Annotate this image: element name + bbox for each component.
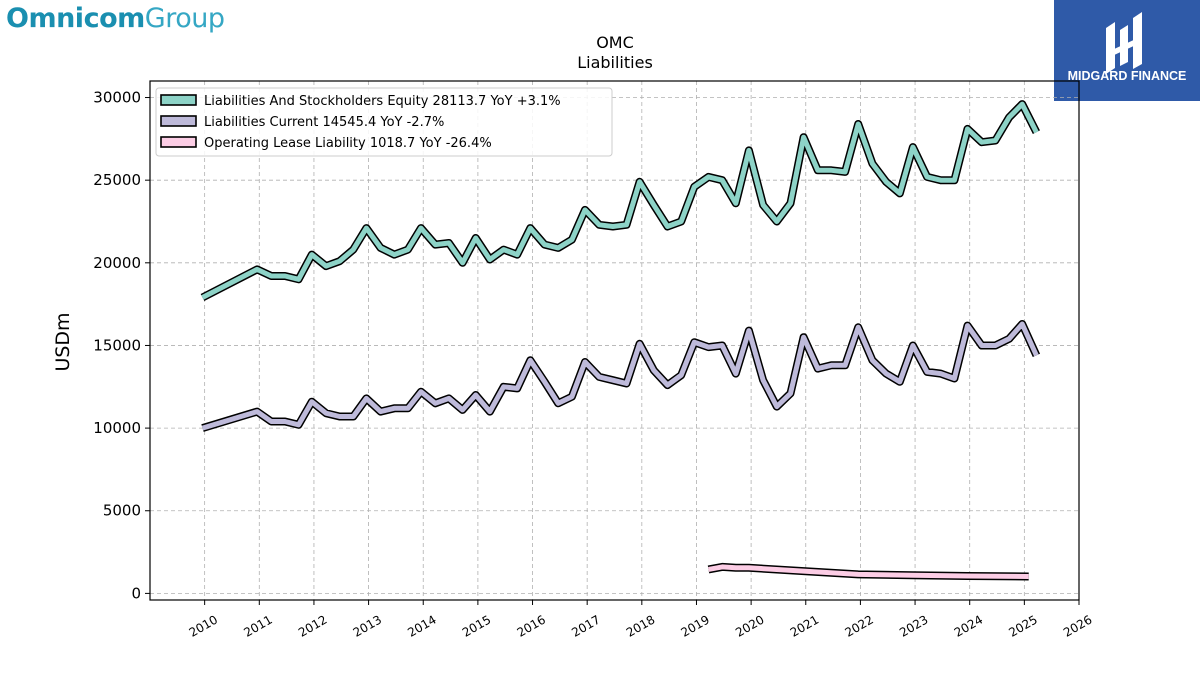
y-tick-label: 15000 [93, 336, 141, 354]
x-tick-label: 2012 [296, 612, 329, 639]
x-tick-label: 2015 [460, 612, 493, 639]
legend-swatch-0 [160, 94, 197, 106]
x-tick-label: 2021 [788, 612, 821, 639]
y-tick-label: 20000 [93, 254, 141, 272]
legend-label-0: Liabilities And Stockholders Equity 2811… [204, 94, 561, 109]
brand-name-part2: Group [144, 3, 225, 34]
legend-label-1: Liabilities Current 14545.4 YoY -2.7% [204, 115, 444, 130]
legend-box [155, 87, 613, 157]
x-axis-ticks: 2010 2011 2012 2013 2014 2015 2016 2017 2018 2019… [187, 600, 1095, 640]
x-tick-label: 2022 [842, 612, 875, 639]
legend: Liabilities And Stockholders Equity 2811… [155, 87, 613, 157]
series-0-line [201, 101, 1039, 300]
x-tick-label: 2017 [569, 612, 602, 639]
chart-title: OMC [596, 33, 634, 52]
x-tick-label: 2020 [733, 612, 766, 639]
legend-swatch-2 [160, 136, 197, 148]
y-axis-label: USDm [52, 312, 74, 371]
series-lines [200, 100, 1041, 581]
x-tick-label: 2014 [405, 612, 438, 639]
x-tick-label: 2025 [1006, 612, 1039, 639]
legend-swatch-1 [160, 115, 197, 127]
series-1-line [201, 321, 1039, 431]
x-tick-label: 2018 [624, 612, 657, 639]
y-tick-label: 0 [131, 584, 141, 602]
y-tick-label: 25000 [93, 171, 141, 189]
x-tick-label: 2010 [187, 612, 220, 639]
logo-text: MIDGARD FINANCE [1068, 69, 1187, 83]
x-tick-label: 2019 [679, 612, 712, 639]
y-tick-label: 5000 [103, 502, 141, 520]
omnicom-group-logo: OmnicomGroup [6, 2, 225, 36]
series-2-line [708, 564, 1029, 579]
x-tick-label: 2013 [351, 612, 384, 639]
x-tick-label: 2024 [952, 612, 985, 639]
grid-lines [150, 81, 1080, 600]
plot-frame [149, 80, 1080, 601]
y-tick-label: 10000 [93, 419, 141, 437]
x-tick-label: 2016 [515, 612, 548, 639]
x-tick-label: 2023 [897, 612, 930, 639]
x-tick-label: 2011 [241, 612, 274, 639]
brand-name-part1: Omnicom [6, 3, 145, 34]
y-tick-label: 30000 [93, 89, 141, 107]
logo-mark-icon [1106, 12, 1142, 74]
y-axis-ticks: 0 5000 10000 15000 20000 25000 30000 [93, 89, 150, 602]
midgard-finance-logo: MIDGARD FINANCE [1054, 0, 1200, 101]
x-tick-label: 2026 [1061, 612, 1094, 639]
chart-subtitle: Liabilities [577, 53, 653, 72]
legend-label-2: Operating Lease Liability 1018.7 YoY -26… [204, 136, 492, 151]
